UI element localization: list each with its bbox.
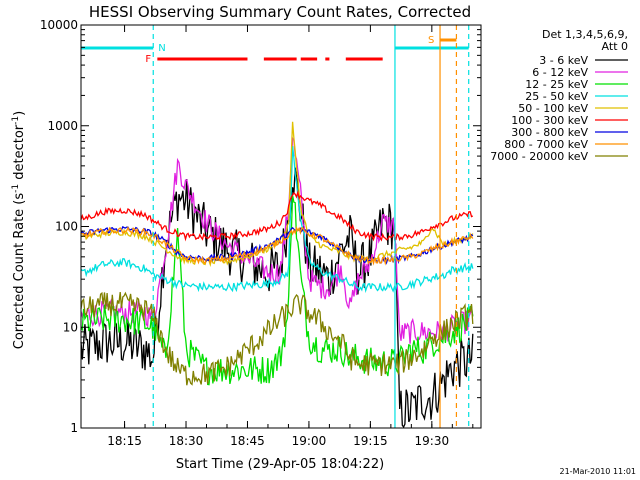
x-tick-label: 19:15 xyxy=(353,434,388,448)
legend-header-line-1: Det 1,3,4,5,6,9, xyxy=(542,28,628,41)
legend-label-800-7000-kev: 800 - 7000 keV xyxy=(504,138,588,151)
flare-flag-label: F xyxy=(145,54,151,65)
y-tick-label: 10 xyxy=(63,320,78,334)
legend-label-50-100-kev: 50 - 100 keV xyxy=(518,102,588,115)
x-axis-label: Start Time (29-Apr-05 18:04:22) xyxy=(176,457,384,472)
series-line-100-300-kev xyxy=(80,189,474,242)
series-line-3-6-kev xyxy=(80,167,474,429)
legend-label-12-25-kev: 12 - 25 keV xyxy=(525,78,588,91)
y-tick-label: 1 xyxy=(70,421,78,435)
axis-layer: 18:15 18:30 18:45 19:00 19:15 19:30 1 10 100 1000… xyxy=(40,18,481,448)
chart-title: HESSI Observing Summary Count Rates, Cor… xyxy=(89,3,471,21)
series-line-25-50-kev xyxy=(80,146,474,294)
series-layer xyxy=(80,121,474,429)
x-tick-label: 18:30 xyxy=(169,434,204,448)
y-axis-label: Corrected Count Rate (s-1 detector-1) xyxy=(11,111,27,349)
legend-label-7000-20000-kev: 7000 - 20000 keV xyxy=(490,150,588,163)
x-tick-label: 19:30 xyxy=(415,434,450,448)
series-line-6-12-kev xyxy=(80,136,474,344)
legend-label-100-300-kev: 100 - 300 keV xyxy=(511,114,588,127)
series-line-7000-20000-kev xyxy=(80,291,474,386)
legend-label-25-50-kev: 25 - 50 keV xyxy=(525,90,588,103)
y-tick-label: 1000 xyxy=(47,119,78,133)
plot-frame xyxy=(80,24,482,429)
flag-layer: NF S xyxy=(81,25,470,428)
y-tick-label: 100 xyxy=(55,220,78,234)
x-tick-label: 19:00 xyxy=(292,434,327,448)
y-tick-label: 10000 xyxy=(40,18,78,32)
plot-timestamp: 21-Mar-2010 11:01 xyxy=(560,467,637,476)
night-flag-label: N xyxy=(158,43,165,54)
x-tick-label: 18:45 xyxy=(230,434,265,448)
series-line-12-25-kev xyxy=(80,195,474,386)
saa-flag-label: S xyxy=(428,35,434,46)
legend-label-300-800-kev: 300 - 800 keV xyxy=(511,126,588,139)
x-tick-label: 18:15 xyxy=(107,434,142,448)
legend-header-line-2: Att 0 xyxy=(602,40,628,53)
legend-label-6-12-kev: 6 - 12 keV xyxy=(532,66,588,79)
legend-label-3-6-kev: 3 - 6 keV xyxy=(539,54,588,67)
series-line-800-7000-kev xyxy=(80,225,474,266)
